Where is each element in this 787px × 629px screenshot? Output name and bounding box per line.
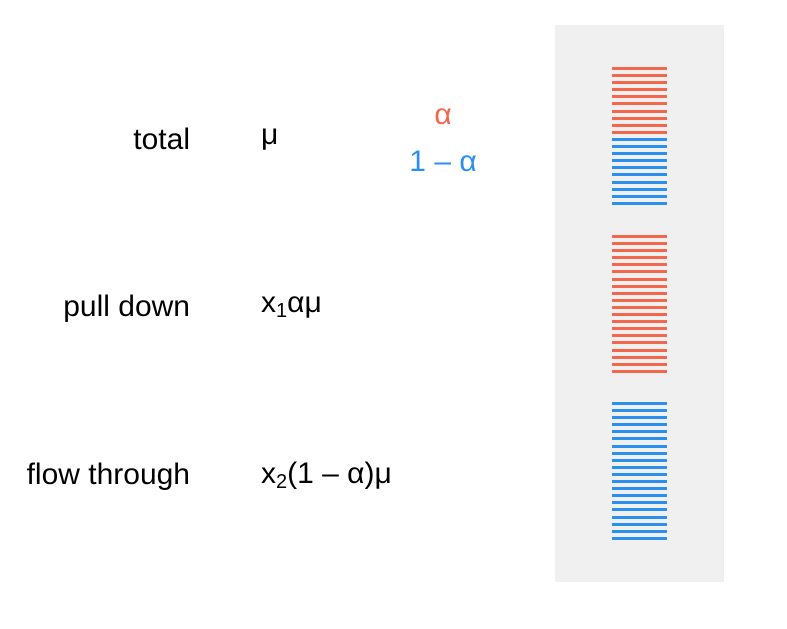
one-minus-alpha-line <box>612 529 667 533</box>
alpha-line <box>612 123 667 127</box>
stack-flow-through <box>612 402 667 544</box>
one-minus-alpha-line <box>612 480 667 484</box>
formula-flow-through: x2(1 – α)μ <box>261 457 392 493</box>
one-minus-alpha-line <box>612 451 667 455</box>
alpha-line <box>612 348 667 352</box>
one-minus-alpha-line <box>612 145 667 149</box>
alpha-line <box>612 334 667 338</box>
legend-alpha: α <box>434 98 452 131</box>
alpha-line <box>612 88 667 92</box>
alpha-line <box>612 341 667 345</box>
alpha-line <box>612 102 667 106</box>
one-minus-alpha-line <box>612 465 667 469</box>
alpha-line <box>612 305 667 309</box>
one-minus-alpha-line <box>612 187 667 191</box>
formula-flow-through-x: x <box>261 457 276 490</box>
one-minus-alpha-line <box>612 137 667 141</box>
one-minus-alpha-line <box>612 166 667 170</box>
one-minus-alpha-line <box>612 402 667 405</box>
one-minus-alpha-line <box>612 522 667 526</box>
row-label-flow-through: flow through <box>26 458 190 491</box>
one-minus-alpha-line <box>612 444 667 448</box>
alpha-line <box>612 109 667 113</box>
row-label-pull-down: pull down <box>63 290 190 323</box>
formula-pull-down-x: x <box>261 286 276 319</box>
formula-pull-down: x1αμ <box>261 286 322 322</box>
one-minus-alpha-line <box>612 423 667 427</box>
one-minus-alpha-line <box>612 487 667 491</box>
alpha-line <box>612 249 667 253</box>
one-minus-alpha-line <box>612 409 667 413</box>
one-minus-alpha-line <box>612 180 667 184</box>
alpha-line <box>612 235 667 238</box>
alpha-line <box>612 298 667 302</box>
one-minus-alpha-line <box>612 458 667 462</box>
one-minus-alpha-line <box>612 501 667 505</box>
formula-pull-down-rest: αμ <box>287 286 322 319</box>
alpha-line <box>612 291 667 295</box>
stacks-panel <box>555 25 724 582</box>
one-minus-alpha-line <box>612 494 667 498</box>
one-minus-alpha-line <box>612 159 667 163</box>
alpha-line <box>612 116 667 120</box>
formula-flow-through-subscript: 2 <box>276 471 288 493</box>
one-minus-alpha-line <box>612 536 667 540</box>
one-minus-alpha-line <box>612 152 667 156</box>
alpha-line <box>612 284 667 288</box>
alpha-line <box>612 362 667 366</box>
one-minus-alpha-line <box>612 194 667 198</box>
alpha-line <box>612 355 667 359</box>
one-minus-alpha-line <box>612 472 667 476</box>
one-minus-alpha-line <box>612 508 667 512</box>
one-minus-alpha-line <box>612 430 667 434</box>
one-minus-alpha-line <box>612 515 667 519</box>
one-minus-alpha-line <box>612 173 667 177</box>
alpha-line <box>612 74 667 78</box>
one-minus-alpha-line <box>612 416 667 420</box>
alpha-line <box>612 242 667 246</box>
row-label-total: total <box>133 123 190 156</box>
alpha-line <box>612 270 667 274</box>
alpha-line <box>612 130 667 134</box>
one-minus-alpha-line <box>612 201 667 205</box>
alpha-line <box>612 277 667 281</box>
alpha-line <box>612 263 667 267</box>
formula-pull-down-subscript: 1 <box>276 300 288 322</box>
alpha-line <box>612 320 667 324</box>
stack-pull-down <box>612 235 667 377</box>
formula-flow-through-rest: (1 – α)μ <box>287 457 392 490</box>
legend-one-minus-alpha: 1 – α <box>409 145 477 178</box>
formula-total: μ <box>261 118 279 151</box>
alpha-line <box>612 67 667 70</box>
one-minus-alpha-line <box>612 437 667 441</box>
alpha-line <box>612 313 667 317</box>
alpha-line <box>612 81 667 85</box>
alpha-line <box>612 95 667 99</box>
stack-total <box>612 67 667 209</box>
alpha-line <box>612 369 667 373</box>
alpha-line <box>612 256 667 260</box>
alpha-line <box>612 327 667 331</box>
